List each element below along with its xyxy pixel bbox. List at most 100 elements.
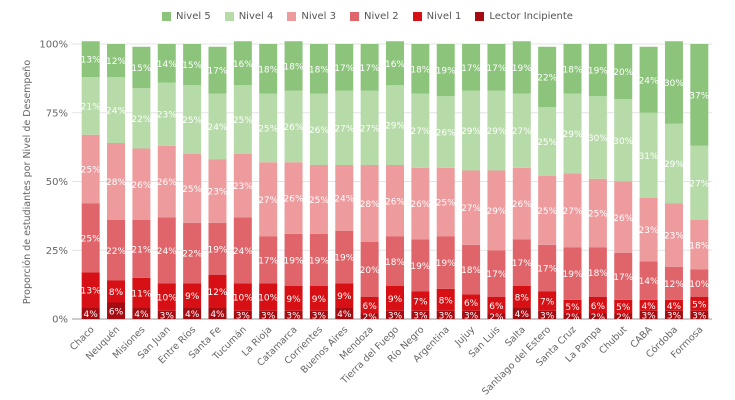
bar-segment-nivel-5[interactable] — [436, 44, 455, 97]
bar-segment-nivel-3[interactable] — [436, 167, 455, 237]
bar-segment-nivel-4[interactable] — [107, 77, 126, 143]
bar-stack-santiago-del-estero[interactable]: 3% 7% 17% 25% 25% 22% — [537, 46, 558, 322]
bar-segment-nivel-2[interactable] — [436, 236, 455, 289]
bar-segment-nivel-2[interactable] — [107, 220, 126, 281]
bar-segment-lector-incipiente[interactable] — [462, 310, 481, 319]
bar-segment-lector-incipiente[interactable] — [690, 310, 709, 319]
bar-segment-lector-incipiente[interactable] — [538, 310, 557, 319]
bar-segment-nivel-1[interactable] — [563, 299, 582, 314]
bar-segment-nivel-3[interactable] — [259, 162, 278, 237]
bar-segment-nivel-3[interactable] — [183, 154, 202, 223]
bar-segment-nivel-4[interactable] — [664, 123, 683, 204]
bar-segment-lector-incipiente[interactable] — [259, 310, 278, 319]
bar-segment-nivel-2[interactable] — [183, 222, 202, 284]
bar-segment-nivel-1[interactable] — [538, 291, 557, 311]
bar-segment-nivel-2[interactable] — [386, 236, 404, 287]
bar-segment-nivel-1[interactable] — [107, 280, 126, 303]
bar-segment-nivel-2[interactable] — [462, 244, 481, 295]
bar-segment-nivel-2[interactable] — [259, 236, 278, 284]
bar-segment-nivel-5[interactable] — [233, 41, 252, 86]
bar-segment-nivel-5[interactable] — [157, 44, 176, 83]
bar-segment-nivel-1[interactable] — [233, 283, 252, 311]
bar-segment-nivel-1[interactable] — [588, 297, 607, 314]
bar-segment-nivel-1[interactable] — [335, 283, 354, 308]
bar-segment-nivel-5[interactable] — [284, 41, 303, 91]
bar-segment-nivel-4[interactable] — [360, 90, 379, 165]
bar-segment-nivel-1[interactable] — [436, 288, 455, 311]
legend-item-nivel-2[interactable]: Nivel 2 — [350, 11, 399, 22]
bar-segment-nivel-4[interactable] — [639, 112, 658, 198]
bar-segment-lector-incipiente[interactable] — [284, 310, 303, 319]
bar-segment-lector-incipiente[interactable] — [664, 310, 683, 319]
bar-segment-nivel-4[interactable] — [436, 96, 455, 168]
bar-segment-nivel-1[interactable] — [208, 275, 227, 308]
bar-segment-nivel-4[interactable] — [208, 93, 227, 160]
bar-segment-nivel-4[interactable] — [386, 85, 404, 165]
bar-segment-nivel-5[interactable] — [512, 41, 531, 94]
bar-stack-san-luis[interactable]: 2%6% 17% 29% 29% 17% — [486, 44, 507, 323]
bar-segment-nivel-2[interactable] — [487, 250, 506, 297]
bar-stack-neuquen[interactable]: 6% 8% 22% 28% 24% 12% — [106, 44, 126, 319]
bar-segment-nivel-3[interactable] — [208, 159, 227, 223]
bar-segment-nivel-3[interactable] — [157, 145, 176, 218]
bar-segment-nivel-3[interactable] — [588, 178, 607, 248]
bar-segment-nivel-4[interactable] — [614, 99, 633, 182]
bar-segment-nivel-5[interactable] — [386, 41, 404, 86]
bar-segment-nivel-5[interactable] — [639, 46, 658, 113]
bar-segment-nivel-5[interactable] — [690, 44, 709, 146]
bar-segment-lector-incipiente[interactable] — [411, 310, 430, 319]
bar-segment-lector-incipiente[interactable] — [208, 308, 227, 319]
bar-segment-nivel-2[interactable] — [157, 217, 176, 284]
bar-stack-santa-fe[interactable]: 4% 12% 19% 23% 24% 17% — [207, 46, 228, 320]
bar-segment-nivel-1[interactable] — [386, 286, 404, 311]
legend-item-nivel-4[interactable]: Nivel 4 — [224, 11, 273, 22]
bar-segment-lector-incipiente[interactable] — [588, 313, 607, 320]
bar-segment-nivel-3[interactable] — [614, 181, 633, 254]
bar-segment-nivel-2[interactable] — [512, 239, 531, 286]
bar-segment-nivel-4[interactable] — [335, 90, 354, 165]
bar-segment-nivel-2[interactable] — [411, 239, 430, 292]
bar-segment-lector-incipiente[interactable] — [436, 310, 455, 319]
legend-item-nivel-5[interactable]: Nivel 5 — [162, 11, 211, 22]
bar-segment-nivel-4[interactable] — [588, 96, 607, 179]
bar-stack-caba[interactable]: 3%4% 14% 23% 31% 24% — [639, 46, 659, 322]
bar-segment-nivel-2[interactable] — [208, 222, 227, 275]
bar-stack-san-juan[interactable]: 3% 10% 24% 26% 23% 14% — [157, 44, 177, 321]
bar-segment-nivel-5[interactable] — [411, 44, 430, 94]
bar-segment-nivel-1[interactable] — [81, 272, 100, 308]
bar-segment-nivel-1[interactable] — [639, 299, 658, 311]
bar-segment-nivel-5[interactable] — [335, 44, 354, 91]
bar-segment-nivel-2[interactable] — [563, 247, 582, 300]
bar-segment-nivel-4[interactable] — [538, 107, 557, 176]
bar-segment-nivel-4[interactable] — [462, 90, 481, 171]
bar-stack-jujuy[interactable]: 3% 6% 18% 27% 29% 17% — [461, 44, 482, 321]
bar-segment-nivel-1[interactable] — [690, 297, 709, 311]
bar-segment-nivel-4[interactable] — [512, 93, 531, 168]
bar-stack-tierra-del-fuego[interactable]: 3% 9% 18% 26% 29% 16% — [385, 41, 405, 321]
bar-segment-nivel-3[interactable] — [233, 154, 252, 218]
bar-segment-nivel-3[interactable] — [132, 148, 151, 221]
bar-segment-nivel-2[interactable] — [132, 220, 151, 278]
bar-segment-lector-incipiente[interactable] — [157, 310, 176, 319]
bar-stack-santa-cruz[interactable]: 2%5% 19% 27% 29% 18% — [563, 44, 583, 323]
bar-segment-nivel-1[interactable] — [259, 283, 278, 311]
legend-item-lector-incipiente[interactable]: Lector Incipiente — [475, 11, 573, 22]
bar-segment-nivel-4[interactable] — [284, 90, 303, 163]
bar-stack-misiones[interactable]: 4% 11% 21% 26% 22% 15% — [131, 46, 152, 320]
bar-segment-nivel-1[interactable] — [411, 291, 430, 311]
bar-stack-la-pampa[interactable]: 2%6% 18% 25% 30% 19% — [588, 44, 608, 323]
bar-segment-nivel-5[interactable] — [614, 44, 633, 99]
bar-segment-nivel-4[interactable] — [690, 145, 709, 220]
bar-segment-nivel-2[interactable] — [284, 233, 303, 286]
bar-segment-nivel-3[interactable] — [411, 167, 430, 240]
bar-segment-lector-incipiente[interactable] — [132, 308, 151, 319]
bar-segment-nivel-5[interactable] — [132, 46, 151, 88]
bar-segment-nivel-3[interactable] — [360, 165, 379, 242]
bar-segment-nivel-2[interactable] — [588, 247, 607, 298]
legend-item-nivel-1[interactable]: Nivel 1 — [412, 11, 461, 22]
bar-segment-nivel-4[interactable] — [309, 93, 328, 166]
bar-segment-nivel-4[interactable] — [81, 77, 100, 135]
bar-segment-nivel-5[interactable] — [309, 44, 328, 94]
bar-segment-nivel-5[interactable] — [360, 44, 379, 91]
bar-segment-nivel-1[interactable] — [157, 283, 176, 311]
